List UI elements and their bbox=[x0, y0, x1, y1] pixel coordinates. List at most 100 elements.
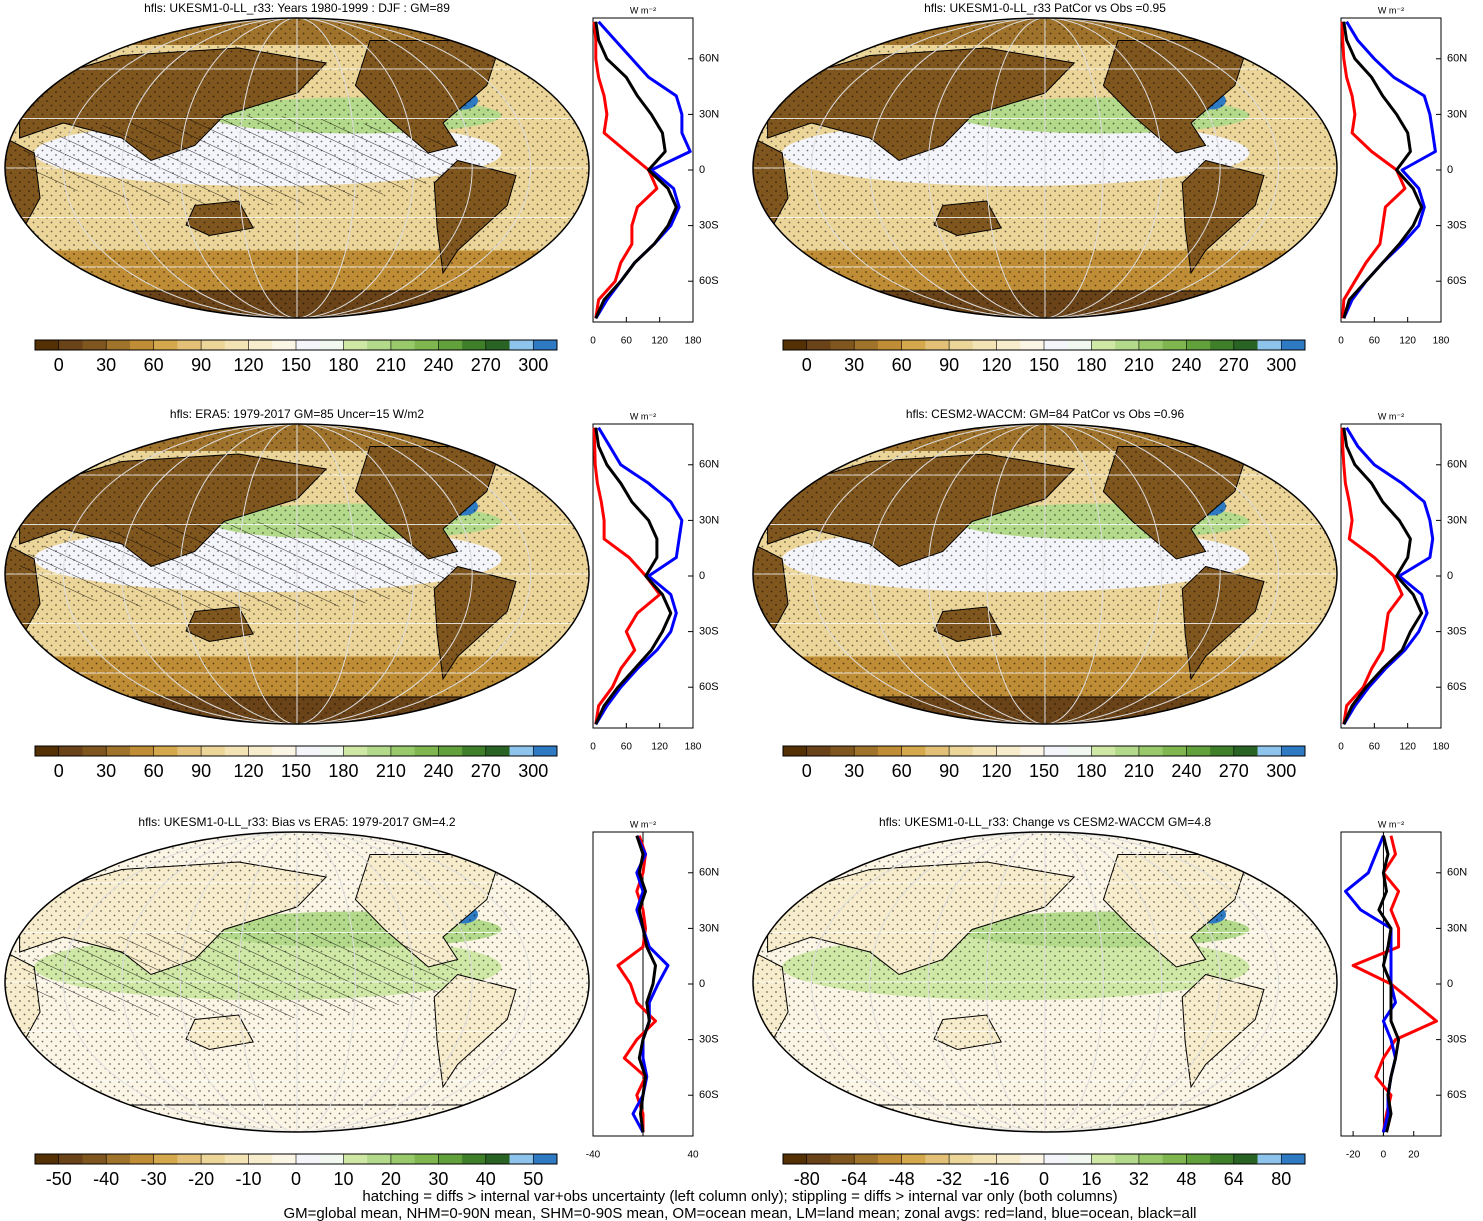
y-tick-label: 60N bbox=[699, 53, 719, 65]
colorbar-box bbox=[949, 340, 974, 350]
colorbar-box bbox=[877, 746, 902, 756]
colorbar-box bbox=[438, 340, 463, 350]
meridian bbox=[238, 832, 356, 1132]
y-tick-label: 0 bbox=[1447, 570, 1453, 582]
colorbar-box bbox=[901, 1154, 926, 1164]
colorbar-box bbox=[1020, 340, 1045, 350]
colorbar-box bbox=[129, 340, 154, 350]
colorbar-box bbox=[272, 746, 297, 756]
y-tick-label: 30N bbox=[699, 922, 719, 934]
colorbar-box bbox=[1067, 746, 1092, 756]
y-tick-label: 30N bbox=[1447, 108, 1467, 120]
panel-title: hfls: CESM2-WACCM: GM=84 PatCor vs Obs =… bbox=[906, 407, 1185, 421]
panel: hfls: UKESM1-0-LL_r33: Change vs CESM2-W… bbox=[752, 815, 1467, 1189]
colorbar-box bbox=[224, 340, 249, 350]
footer-line: hatching = diffs > internal var+obs unce… bbox=[362, 1188, 1117, 1205]
y-tick-label: 60S bbox=[1447, 275, 1467, 287]
panel-title: hfls: UKESM1-0-LL_r33 PatCor vs Obs =0.9… bbox=[924, 1, 1166, 15]
colorbar-box bbox=[1044, 1154, 1069, 1164]
meridian bbox=[121, 18, 473, 318]
colorbar-label: 40 bbox=[476, 1169, 496, 1189]
colorbar-box bbox=[319, 746, 344, 756]
colorbar-box bbox=[1162, 340, 1187, 350]
colorbar-label: 150 bbox=[281, 761, 311, 781]
meridian bbox=[62, 424, 532, 724]
colorbar-box bbox=[296, 746, 321, 756]
colorbar-box bbox=[533, 746, 558, 756]
x-tick-label: -20 bbox=[1346, 1150, 1361, 1161]
colorbar-label: 210 bbox=[376, 761, 406, 781]
colorbar-label: 90 bbox=[191, 761, 211, 781]
profile-line bbox=[1340, 427, 1404, 725]
colorbar-box bbox=[1138, 746, 1163, 756]
colorbar-box bbox=[390, 746, 415, 756]
colorbar-label: 240 bbox=[423, 355, 453, 375]
colorbar-box bbox=[1044, 746, 1069, 756]
y-tick-label: 0 bbox=[1447, 164, 1453, 176]
y-tick-label: 30N bbox=[699, 514, 719, 526]
colorbar-label: 64 bbox=[1224, 1169, 1244, 1189]
colorbar-box bbox=[783, 1154, 808, 1164]
profile-frame bbox=[1340, 423, 1442, 729]
y-tick-label: 0 bbox=[699, 570, 705, 582]
x-tick-label: 40 bbox=[687, 1150, 699, 1161]
colorbar-box bbox=[1281, 1154, 1306, 1164]
colorbar-box bbox=[1257, 340, 1282, 350]
colorbar-box bbox=[82, 1154, 107, 1164]
y-tick-label: 30S bbox=[1447, 1034, 1467, 1046]
colorbar-box bbox=[925, 1154, 950, 1164]
colorbar-box bbox=[1115, 340, 1140, 350]
colorbar-box bbox=[82, 746, 107, 756]
colorbar-box bbox=[177, 1154, 202, 1164]
colorbar-label: 150 bbox=[1029, 761, 1059, 781]
colorbar-label: 0 bbox=[54, 355, 64, 375]
colorbar-box bbox=[1233, 340, 1258, 350]
colorbar-box bbox=[1233, 1154, 1258, 1164]
x-tick-label: 180 bbox=[1433, 742, 1450, 753]
colorbar-label: -48 bbox=[889, 1169, 915, 1189]
colorbar-label: 90 bbox=[939, 761, 959, 781]
colorbar-box bbox=[1115, 746, 1140, 756]
x-tick-label: 60 bbox=[1369, 336, 1381, 347]
colorbar-box bbox=[248, 340, 273, 350]
footer-line: GM=global mean, NHM=0-90N mean, SHM=0-90… bbox=[283, 1205, 1196, 1221]
colorbar-box bbox=[1067, 340, 1092, 350]
y-tick-label: 60S bbox=[699, 681, 719, 693]
x-tick-label: 180 bbox=[685, 742, 702, 753]
colorbar-box bbox=[1210, 1154, 1235, 1164]
profile-line bbox=[635, 835, 657, 1133]
colorbar-box bbox=[830, 1154, 855, 1164]
colorbar-box bbox=[901, 340, 926, 350]
colorbar-box bbox=[296, 1154, 321, 1164]
profile-frame bbox=[592, 17, 694, 323]
profile-line bbox=[594, 21, 678, 319]
colorbar-box bbox=[854, 340, 879, 350]
colorbar-box bbox=[82, 340, 107, 350]
panel: hfls: CESM2-WACCM: GM=84 PatCor vs Obs =… bbox=[752, 407, 1467, 781]
colorbar-label: 30 bbox=[844, 761, 864, 781]
profile-unit: W m⁻² bbox=[1378, 411, 1404, 421]
colorbar-label: 120 bbox=[234, 761, 264, 781]
map bbox=[5, 832, 589, 1132]
profile-unit: W m⁻² bbox=[630, 411, 656, 421]
colorbar-box bbox=[949, 746, 974, 756]
x-tick-label: 0 bbox=[1338, 336, 1344, 347]
profile-line bbox=[1342, 426, 1435, 726]
profile-unit: W m⁻² bbox=[630, 819, 656, 829]
colorbar-label: 0 bbox=[1039, 1169, 1049, 1189]
colorbar-box bbox=[949, 1154, 974, 1164]
meridian bbox=[62, 832, 532, 1132]
y-tick-label: 30S bbox=[699, 1034, 719, 1046]
colorbar-box bbox=[390, 1154, 415, 1164]
panel: hfls: UKESM1-0-LL_r33: Years 1980-1999 :… bbox=[4, 1, 719, 375]
x-tick-label: 0 bbox=[590, 742, 596, 753]
profile-line bbox=[1377, 835, 1401, 1133]
colorbar-box bbox=[1067, 1154, 1092, 1164]
panel: hfls: ERA5: 1979-2017 GM=85 Uncer=15 W/m… bbox=[4, 407, 719, 781]
y-tick-label: 30S bbox=[1447, 220, 1467, 232]
colorbar-box bbox=[177, 340, 202, 350]
y-tick-label: 60N bbox=[1447, 867, 1467, 879]
colorbar-box bbox=[1210, 340, 1235, 350]
y-tick-label: 0 bbox=[699, 978, 705, 990]
colorbar-box bbox=[296, 340, 321, 350]
